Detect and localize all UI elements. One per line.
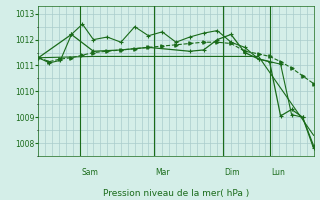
Text: Mar: Mar bbox=[156, 168, 170, 177]
Text: Lun: Lun bbox=[271, 168, 285, 177]
Text: Pression niveau de la mer( hPa ): Pression niveau de la mer( hPa ) bbox=[103, 189, 249, 198]
Text: Dim: Dim bbox=[224, 168, 240, 177]
Text: Sam: Sam bbox=[81, 168, 98, 177]
